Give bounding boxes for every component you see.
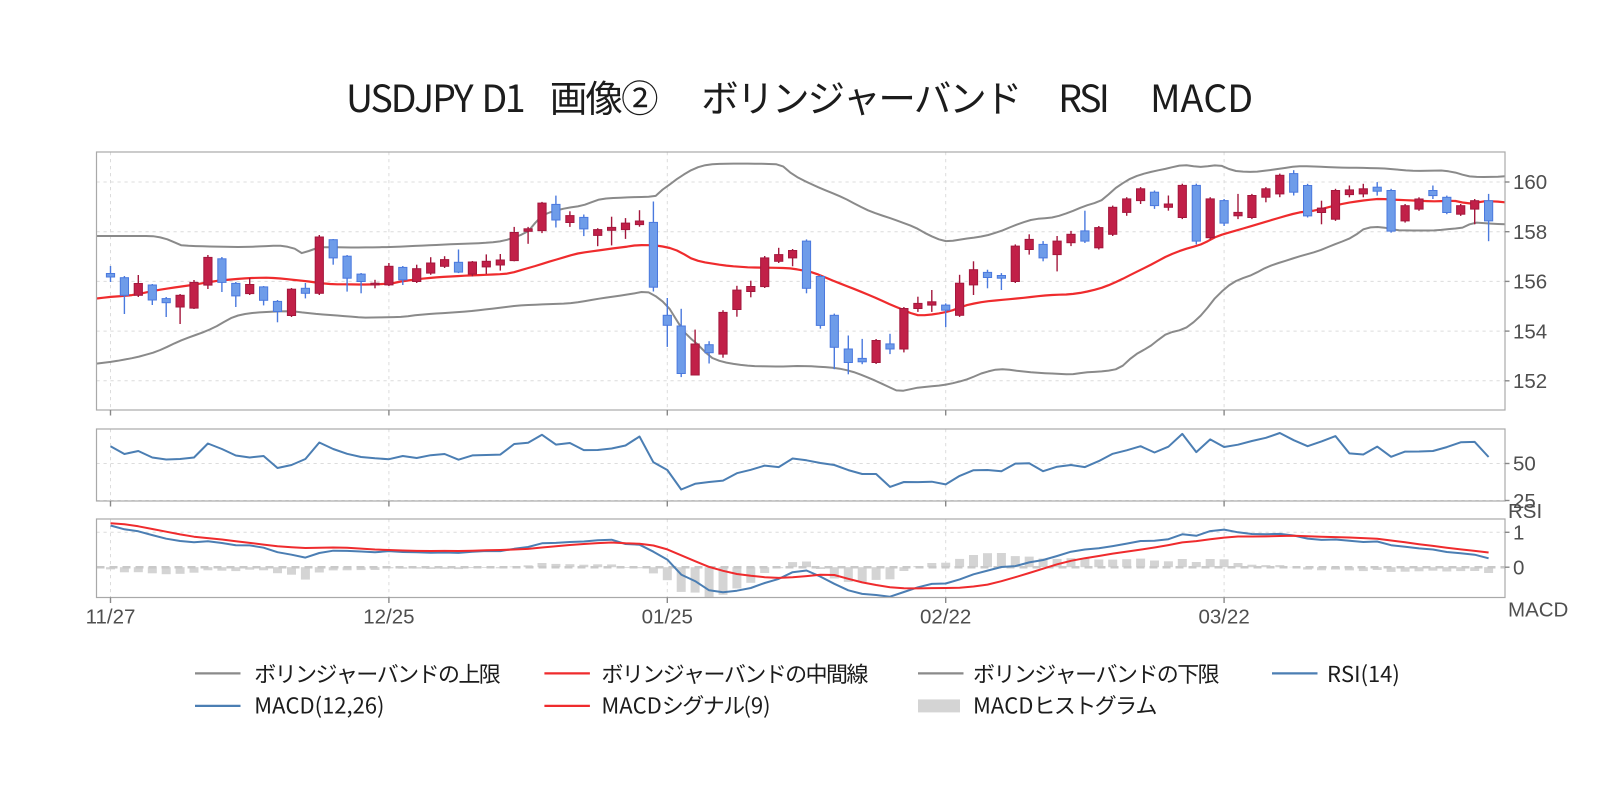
svg-text:1: 1 — [1513, 522, 1524, 545]
svg-text:25: 25 — [1513, 490, 1536, 513]
svg-text:156: 156 — [1513, 271, 1547, 294]
svg-text:MACD: MACD — [1508, 599, 1568, 622]
svg-text:11/27: 11/27 — [86, 605, 136, 628]
svg-text:02/22: 02/22 — [920, 605, 971, 628]
svg-text:0: 0 — [1513, 556, 1524, 579]
svg-text:152: 152 — [1513, 370, 1547, 393]
svg-text:03/22: 03/22 — [1198, 605, 1249, 628]
svg-text:01/25: 01/25 — [642, 605, 693, 628]
svg-text:158: 158 — [1513, 221, 1547, 244]
svg-text:12/25: 12/25 — [363, 605, 414, 628]
svg-text:154: 154 — [1513, 320, 1547, 343]
svg-text:160: 160 — [1513, 171, 1547, 194]
svg-text:RSI: RSI — [1508, 500, 1542, 523]
svg-text:50: 50 — [1513, 453, 1536, 476]
